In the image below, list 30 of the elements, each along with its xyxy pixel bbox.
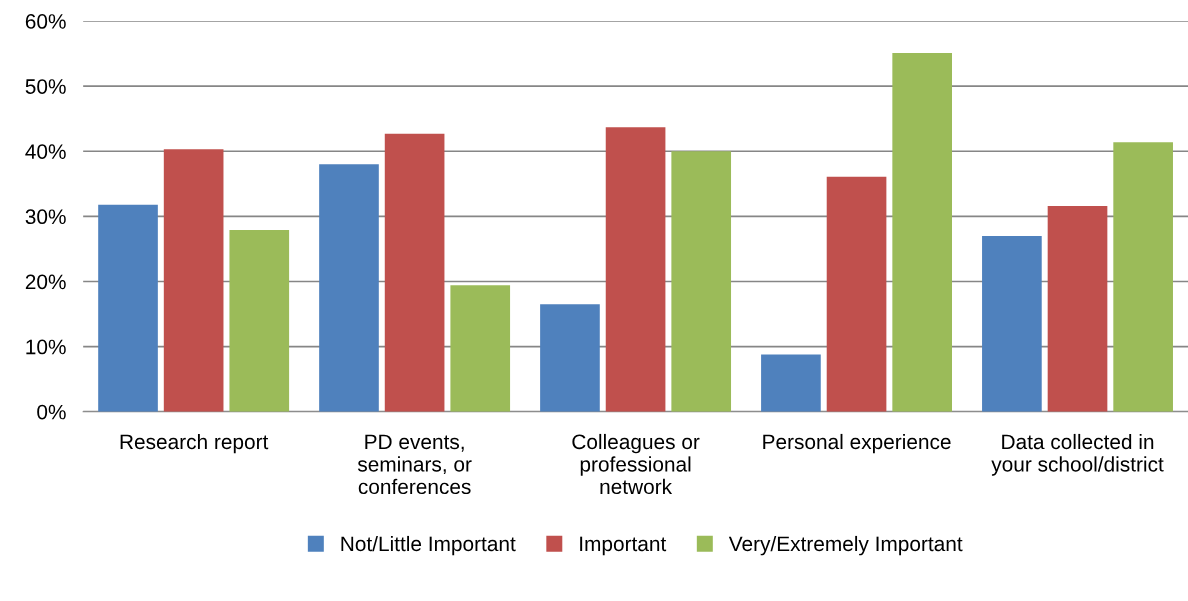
bar — [229, 230, 290, 412]
y-tick-label: 20% — [25, 274, 66, 290]
y-tick-label: 60% — [25, 14, 66, 29]
legend-label: Not/Little Important — [341, 535, 516, 556]
y-tick-label: 50% — [25, 79, 66, 94]
bar — [671, 151, 732, 412]
x-tick-label: Colleagues or professional network — [572, 433, 700, 495]
y-tick-label: 0% — [37, 404, 66, 420]
y-tick-label: 40% — [25, 144, 66, 160]
bar — [1113, 142, 1173, 412]
bar — [1047, 205, 1108, 412]
bar — [163, 149, 224, 412]
x-tick-label: Data collected in your school/district — [991, 433, 1164, 476]
x-tick-label: PD events, seminars, or conferences — [357, 434, 472, 495]
bar — [982, 235, 1042, 412]
bar — [540, 304, 600, 412]
bar — [450, 285, 511, 412]
y-tick-label: 30% — [25, 209, 66, 225]
bar — [319, 164, 379, 412]
bar — [892, 52, 953, 412]
x-tick-label: Personal experience — [763, 433, 951, 454]
bar — [98, 204, 158, 412]
x-tick-label: Research report — [120, 433, 269, 454]
y-tick-label: 10% — [26, 339, 66, 355]
bar — [384, 133, 445, 412]
bar — [826, 176, 887, 412]
legend-label: Very/Extremely Important — [728, 535, 963, 556]
bar — [605, 127, 666, 412]
bar — [761, 354, 821, 412]
legend-label: Important — [580, 536, 667, 556]
